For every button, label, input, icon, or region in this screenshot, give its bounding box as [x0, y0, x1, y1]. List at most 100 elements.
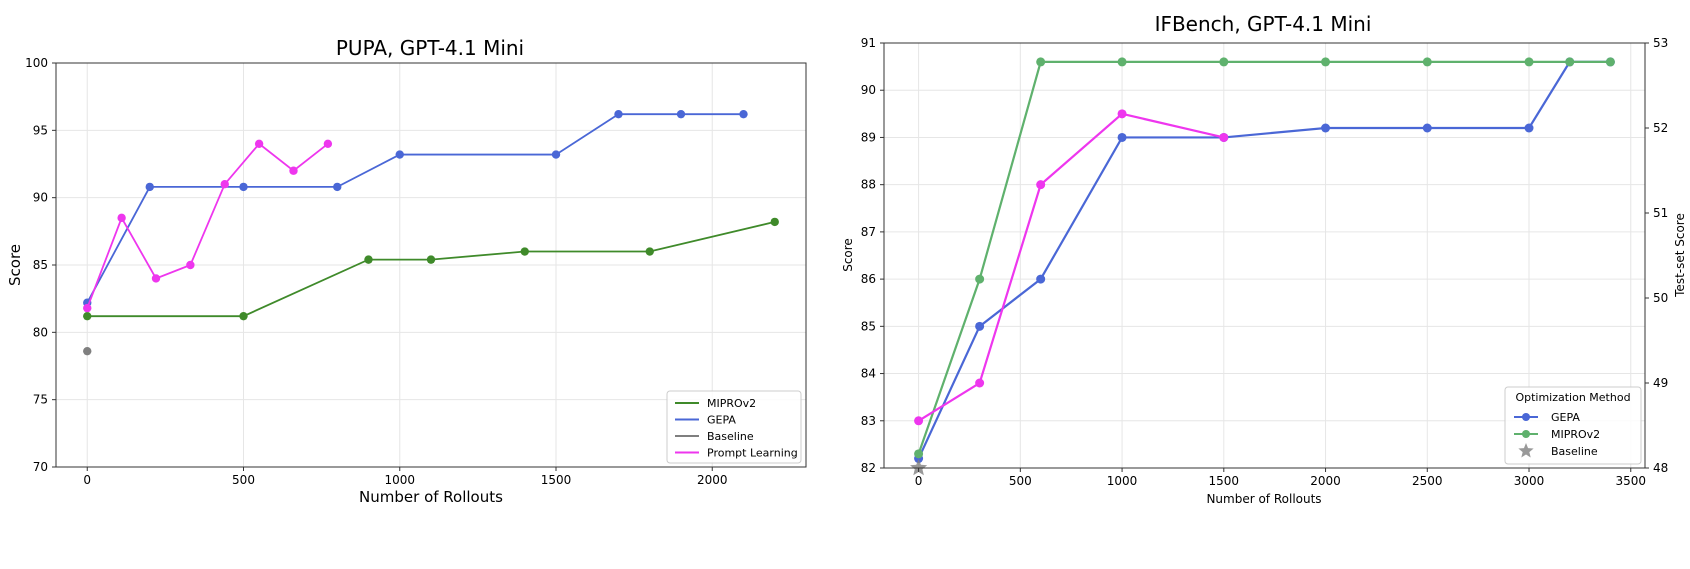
legend-label: GEPA	[1551, 411, 1580, 424]
data-point	[1565, 57, 1575, 67]
data-point	[1422, 123, 1432, 133]
data-point	[364, 255, 373, 264]
data-point	[254, 139, 264, 148]
y-tick-label: 80	[33, 325, 48, 339]
y2-tick-label: 48	[1653, 461, 1668, 475]
series-line	[918, 112, 1225, 422]
legend-label: Baseline	[707, 430, 754, 443]
legend-label: GEPA	[707, 414, 736, 427]
chart-title: IFBench, GPT-4.1 Mini	[1155, 12, 1372, 36]
y-tick-label: 85	[861, 319, 876, 333]
legend-swatch-star	[1518, 443, 1534, 458]
data-point	[1422, 57, 1432, 67]
data-point-star	[910, 459, 928, 476]
x-tick-label: 2000	[697, 473, 728, 487]
data-point	[1036, 180, 1046, 190]
legend-box	[666, 390, 802, 464]
tick-group: 0 500 1000 1500 2000 70 75 80 85 90 95 100	[25, 56, 727, 487]
data-point	[239, 182, 248, 192]
series-line	[917, 60, 1611, 455]
data-point	[914, 449, 924, 459]
series-miprov2	[914, 57, 1615, 459]
x-tick-label: 2000	[1310, 474, 1341, 488]
x-tick-label: 500	[232, 473, 255, 487]
y2-tick-label: 49	[1653, 376, 1668, 390]
x-tick-label: 500	[1009, 474, 1032, 488]
data-point	[645, 247, 654, 256]
data-point	[220, 180, 229, 189]
x-tick-label: 3500	[1615, 474, 1646, 488]
data-point	[117, 213, 126, 223]
data-point	[145, 182, 154, 192]
data-point	[83, 346, 92, 356]
y-tick-label: 90	[861, 83, 876, 97]
data-point	[239, 311, 248, 321]
x-tick-label: 0	[915, 474, 923, 488]
data-point	[1321, 123, 1331, 133]
legend-label: Baseline	[1551, 445, 1598, 458]
data-point	[1219, 132, 1229, 142]
y2-tick-label: 51	[1653, 206, 1668, 220]
y-tick-label: 90	[33, 191, 48, 205]
legend-label: MIPROv2	[1551, 428, 1600, 441]
legend-label: Prompt Learning	[707, 447, 798, 460]
data-point	[151, 274, 161, 283]
data-point	[975, 378, 985, 388]
data-point	[975, 274, 985, 284]
x-axis-label: Number of Rollouts	[359, 488, 503, 506]
y-tick-label: 84	[861, 367, 876, 381]
data-point	[975, 321, 985, 331]
x-tick-label: 1500	[1209, 474, 1240, 488]
data-point	[739, 109, 748, 119]
chart-title: PUPA, GPT-4.1 Mini	[336, 36, 524, 60]
x-tick-label: 1000	[384, 473, 415, 487]
legend: MIPROv2 GEPA Baseline Prompt Learning	[666, 390, 802, 464]
series-line	[86, 142, 329, 309]
y-tick-label: 87	[861, 225, 876, 239]
series-baseline	[910, 459, 928, 476]
y-axis-label: Score	[841, 238, 855, 272]
series-line	[917, 60, 1611, 460]
data-point	[676, 109, 686, 119]
data-point	[614, 109, 623, 119]
data-point	[395, 150, 404, 159]
data-point	[426, 255, 436, 264]
x-axis-label: Number of Rollouts	[1206, 492, 1321, 506]
series-group	[83, 109, 779, 356]
y-tick-label: 70	[33, 460, 48, 474]
x-tick-label: 3000	[1514, 474, 1545, 488]
y-tick-label: 82	[861, 461, 876, 475]
data-point	[83, 311, 92, 321]
data-point	[1524, 123, 1534, 133]
y-tick-label: 89	[861, 130, 876, 144]
plot-frame	[883, 42, 1646, 469]
x-tick-label: 2500	[1412, 474, 1443, 488]
data-point	[1219, 57, 1229, 67]
series-group	[910, 57, 1615, 476]
y-tick-label: 88	[861, 178, 876, 192]
data-point	[1524, 57, 1534, 67]
y-tick-label: 85	[33, 258, 48, 272]
y-tick-label: 83	[861, 414, 876, 428]
legend-swatch-marker	[1522, 430, 1530, 438]
data-point	[1117, 109, 1127, 119]
data-point	[1605, 57, 1615, 67]
y2-tick-label: 53	[1653, 36, 1668, 50]
chart-ifbench: IFBench, GPT-4.1 Mini 0 500 1000 1500 2000 25…	[841, 12, 1687, 506]
y-axis-label: Score	[6, 244, 24, 286]
y-tick-label: 86	[861, 272, 876, 286]
y2-tick-label: 52	[1653, 121, 1668, 135]
data-point	[1321, 57, 1331, 67]
y-tick-label: 91	[861, 36, 876, 50]
y-tick-label: 95	[33, 123, 48, 137]
chart-pupa: PUPA, GPT-4.1 Mini 0 500 1000 1500 2000 70 75 8…	[6, 36, 807, 506]
series-prompt-learning	[914, 109, 1229, 426]
data-point	[186, 260, 195, 270]
legend: Optimization Method GEPA MIPROv2 Baseline	[1504, 386, 1642, 465]
y2-tick-label: 50	[1653, 291, 1668, 305]
y-tick-label: 75	[33, 393, 48, 407]
data-point	[1036, 57, 1046, 67]
x-tick-label: 1000	[1107, 474, 1138, 488]
x-tick-label: 1500	[541, 473, 572, 487]
